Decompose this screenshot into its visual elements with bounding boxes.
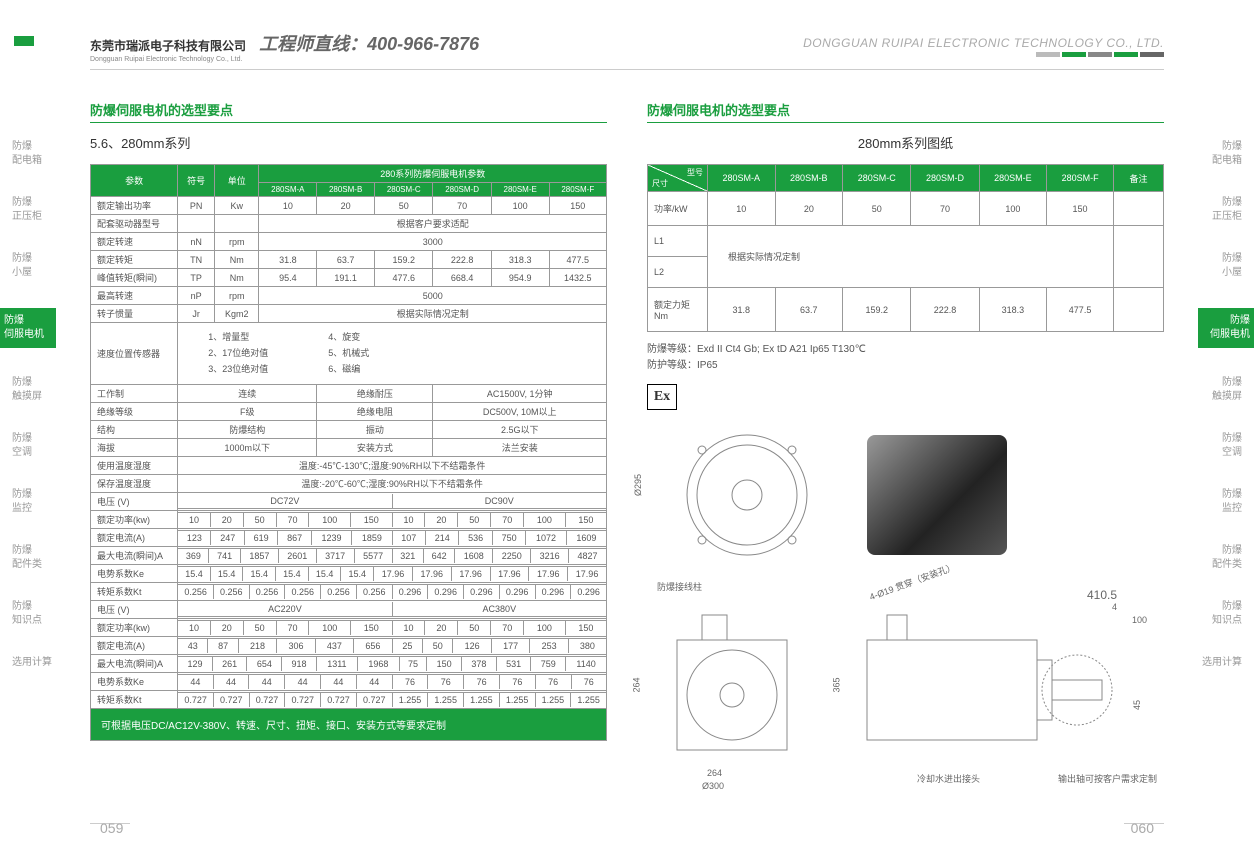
sidebar-item[interactable]: 防爆正压柜	[12, 196, 60, 224]
sidebar-item[interactable]: 防爆正压柜	[1194, 196, 1242, 224]
sidebar-item[interactable]: 防爆监控	[12, 488, 60, 516]
hdr-slash: 型号 尺寸	[648, 165, 708, 192]
sidebar-item[interactable]: 选用计算	[1194, 656, 1242, 670]
color-bar	[1036, 52, 1060, 57]
drawing-table: 型号 尺寸 280SM-A280SM-B280SM-C 280SM-D280SM…	[647, 164, 1164, 332]
left-column: 防爆伺服电机的选型要点 5.6、280mm系列 参数 符号 单位 280系列防爆…	[90, 100, 607, 773]
right-column: 防爆伺服电机的选型要点 280mm系列图纸 型号 尺寸 280SM-A280SM…	[647, 100, 1164, 773]
subtitle-left: 5.6、280mm系列	[90, 133, 607, 152]
protection-text: 防爆等级：Exd II Ct4 Gb; Ex tD A21 Ip65 T130℃…	[647, 342, 1164, 374]
color-bar	[1114, 52, 1138, 57]
diagram-top: Ø295	[647, 420, 1164, 570]
side-view-2: 4-Ø19 贯穿（安装孔） 410.5 4 100 365 45	[847, 600, 1127, 773]
hdr-group: 280系列防爆伺服电机参数	[259, 165, 607, 183]
sidebar-item[interactable]: 防爆配件类	[1194, 544, 1242, 572]
side-view-1: 防爆接线柱 264 Ø300 264	[647, 600, 817, 773]
product-photo	[867, 435, 1007, 555]
hotline: 工程师直线：400-966-7876	[259, 34, 479, 54]
color-bar	[1062, 52, 1086, 57]
accent-bar	[14, 36, 34, 46]
sidebar-item[interactable]: 防爆配电箱	[12, 140, 60, 168]
sidebar-right: 防爆配电箱防爆正压柜防爆小屋防爆伺服电机防爆触摸屏防爆空调防爆监控防爆配件类防爆…	[1194, 0, 1254, 856]
sidebar-item[interactable]: 防爆空调	[1194, 432, 1242, 460]
company-cn: 东莞市瑞派电子科技有限公司	[90, 39, 246, 53]
section-title-right: 防爆伺服电机的选型要点	[647, 100, 1164, 123]
sidebar-item[interactable]: 防爆配件类	[12, 544, 60, 572]
section-title-left: 防爆伺服电机的选型要点	[90, 100, 607, 123]
hdr-param: 参数	[91, 165, 178, 197]
main-content: 东莞市瑞派电子科技有限公司 工程师直线：400-966-7876 Donggua…	[60, 0, 1194, 856]
hdr-symbol: 符号	[178, 165, 215, 197]
sidebar-item[interactable]: 防爆知识点	[12, 600, 60, 628]
page-num-left: 059	[100, 820, 123, 836]
header-divider	[90, 69, 1164, 70]
sidebar-item[interactable]: 防爆触摸屏	[1194, 376, 1242, 404]
hdr-remark: 备注	[1114, 165, 1164, 192]
tech-drawings: 防爆接线柱 264 Ø300 264 4-Ø19 贯穿（安装孔）	[647, 600, 1164, 773]
color-bar	[1140, 52, 1164, 57]
company-en: Dongguan Ruipai Electronic Technology Co…	[90, 56, 479, 63]
sidebar-item[interactable]: 防爆伺服电机	[0, 308, 56, 348]
sidebar-item[interactable]: 防爆触摸屏	[12, 376, 60, 404]
subtitle-right: 280mm系列图纸	[647, 133, 1164, 152]
sidebar-item[interactable]: 选用计算	[12, 656, 60, 670]
sidebar-item[interactable]: 防爆监控	[1194, 488, 1242, 516]
ex-badge: Ex	[647, 384, 677, 410]
footer-note: 可根据电压DC/AC12V-380V、转速、尺寸、扭矩、接口、安装方式等要求定制	[90, 709, 607, 741]
color-bar	[1088, 52, 1112, 57]
sidebar-item[interactable]: 防爆配电箱	[1194, 140, 1242, 168]
sidebar-item[interactable]: 防爆小屋	[1194, 252, 1242, 280]
sidebar-item[interactable]: 防爆小屋	[12, 252, 60, 280]
sidebar-item[interactable]: 防爆伺服电机	[1198, 308, 1254, 348]
param-table: 参数 符号 单位 280系列防爆伺服电机参数 280SM-A280SM-B280…	[90, 164, 607, 709]
sensor-label: 速度位置传感器	[91, 323, 178, 385]
sidebar-left: 防爆配电箱防爆正压柜防爆小屋防爆伺服电机防爆触摸屏防爆空调防爆监控防爆配件类防爆…	[0, 0, 60, 856]
company-right: DONGGUAN RUIPAI ELECTRONIC TECHNOLOGY CO…	[803, 36, 1164, 50]
header: 东莞市瑞派电子科技有限公司 工程师直线：400-966-7876 Donggua…	[90, 30, 1164, 63]
sidebar-item[interactable]: 防爆空调	[12, 432, 60, 460]
front-view-drawing: Ø295	[647, 420, 847, 570]
page-num-right: 060	[1131, 820, 1154, 836]
hdr-unit: 单位	[215, 165, 259, 197]
color-bars	[803, 52, 1164, 57]
sidebar-item[interactable]: 防爆知识点	[1194, 600, 1242, 628]
sensor-items: 1、增量型4、旋变2、17位绝对值5、机械式3、23位绝对值6、磁编	[178, 323, 607, 385]
